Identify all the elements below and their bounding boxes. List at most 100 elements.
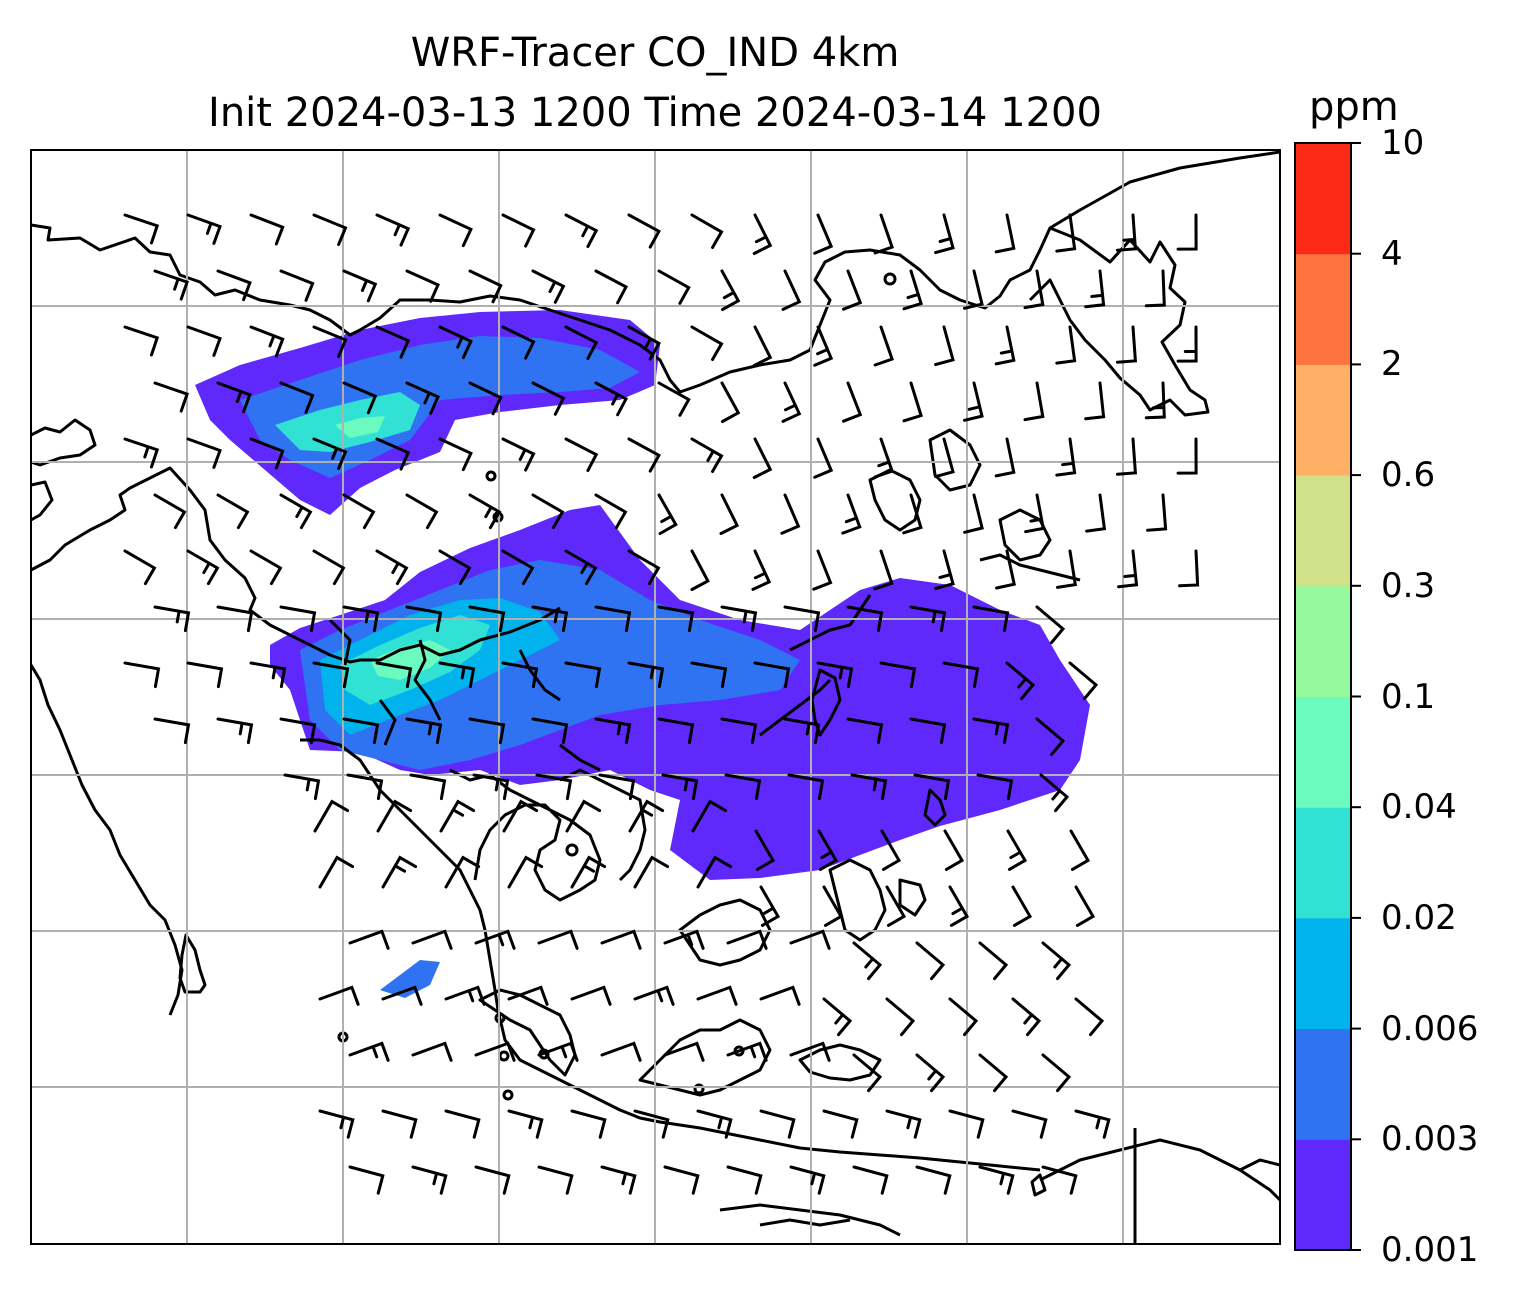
wind-barb (1011, 1109, 1048, 1139)
wind-barb (720, 605, 758, 633)
wind-barb (409, 773, 447, 801)
wind-barb (375, 549, 409, 586)
colorbar-tick-label: 0.3 (1381, 565, 1436, 606)
wind-barb (726, 929, 768, 950)
wind-barb (1055, 213, 1077, 253)
wind-barb (663, 929, 705, 950)
wind-barb (598, 773, 636, 801)
wind-barb (948, 997, 979, 1037)
wind-barb (963, 493, 984, 534)
colorbar-segment (1295, 253, 1351, 365)
wind-barb (405, 269, 440, 303)
wind-barb (663, 1165, 700, 1195)
wind-barb (852, 1053, 883, 1093)
wind-barb (312, 549, 346, 586)
wind-barb (405, 717, 443, 745)
wind-barb (249, 437, 285, 470)
wind-barb (691, 799, 728, 833)
wind-barb (313, 799, 350, 833)
wind-barb (1115, 437, 1138, 476)
wind-barb (1011, 997, 1042, 1037)
colorbar-tick-label: 0.001 (1381, 1230, 1479, 1270)
wind-barb (781, 269, 802, 311)
wind-barb (934, 549, 955, 590)
wind-barb (438, 549, 472, 586)
wind-barb (902, 381, 923, 423)
wind-barb (444, 1109, 481, 1139)
wind-barb (342, 269, 378, 303)
wind-barb (909, 717, 947, 745)
colorbar-segment (1295, 917, 1351, 1030)
wind-barb (1039, 773, 1070, 813)
wind-barb (846, 717, 884, 745)
wind-barb (1011, 885, 1033, 927)
wind-barb (570, 1109, 607, 1139)
wind-barb (783, 605, 821, 633)
wind-barb (1144, 269, 1166, 308)
wind-barb (375, 213, 411, 247)
wind-barb (789, 1041, 831, 1062)
wind-barb (535, 773, 573, 801)
wind-barb (123, 661, 161, 689)
wind-barb (880, 829, 902, 871)
wind-barb (507, 855, 544, 889)
wind-barb (439, 799, 476, 833)
wind-barb (978, 1165, 1015, 1195)
wind-barb (186, 661, 224, 689)
wind-barb (279, 717, 317, 745)
wind-barb (444, 985, 486, 1006)
wind-barb (696, 855, 733, 889)
wind-barb (318, 985, 360, 1006)
colorbar-segment (1295, 1139, 1351, 1251)
wind-barb (342, 717, 380, 745)
wind-barb (627, 437, 661, 473)
wind-barb (1115, 213, 1138, 252)
wind-barb (1146, 493, 1168, 532)
wind-barb (318, 855, 355, 889)
wind-barb (594, 493, 628, 530)
wind-barb (444, 855, 481, 889)
wind-barb (879, 661, 917, 689)
wind-barb (789, 929, 831, 950)
wind-barb (751, 549, 772, 591)
wind-barb (822, 1109, 859, 1139)
wind-barb (902, 493, 923, 535)
wind-barb (531, 381, 566, 416)
wind-barb (1074, 1109, 1111, 1139)
wind-barb (972, 605, 1010, 633)
wind-barb (312, 325, 348, 358)
wind-barb (780, 493, 801, 535)
wind-barb (934, 213, 955, 255)
wind-barb (1069, 829, 1091, 871)
wind-barb (594, 381, 629, 417)
wind-barb (216, 381, 252, 414)
wind-barb (564, 437, 599, 473)
wind-barb (1068, 661, 1099, 701)
colorbar-tick-label: 4 (1381, 233, 1403, 274)
wind-barb (752, 437, 773, 479)
wind-barb (1055, 325, 1077, 365)
wind-barb (752, 325, 773, 367)
wind-barb (822, 997, 853, 1037)
wind-barb (1041, 1165, 1078, 1195)
wind-barb (627, 325, 661, 361)
wind-barb (759, 1109, 796, 1139)
wind-barb (813, 325, 834, 367)
colorbar-tick-label: 0.02 (1381, 897, 1457, 938)
wind-barb (468, 381, 503, 416)
wind-barb (468, 605, 506, 633)
wind-barb (943, 829, 965, 871)
wind-barb (594, 269, 629, 305)
wind-barb (690, 213, 724, 249)
wind-barb (381, 1109, 418, 1139)
colorbar-segment (1295, 696, 1351, 808)
wind-barb (312, 437, 348, 470)
wind-barb (537, 929, 579, 950)
wind-barb (726, 1165, 763, 1195)
wind-barb (411, 929, 453, 950)
wind-barb (375, 325, 411, 359)
wind-barb (813, 437, 834, 479)
wind-barb (186, 325, 222, 357)
wind-barb (216, 717, 254, 745)
wind-barb (507, 985, 549, 1006)
